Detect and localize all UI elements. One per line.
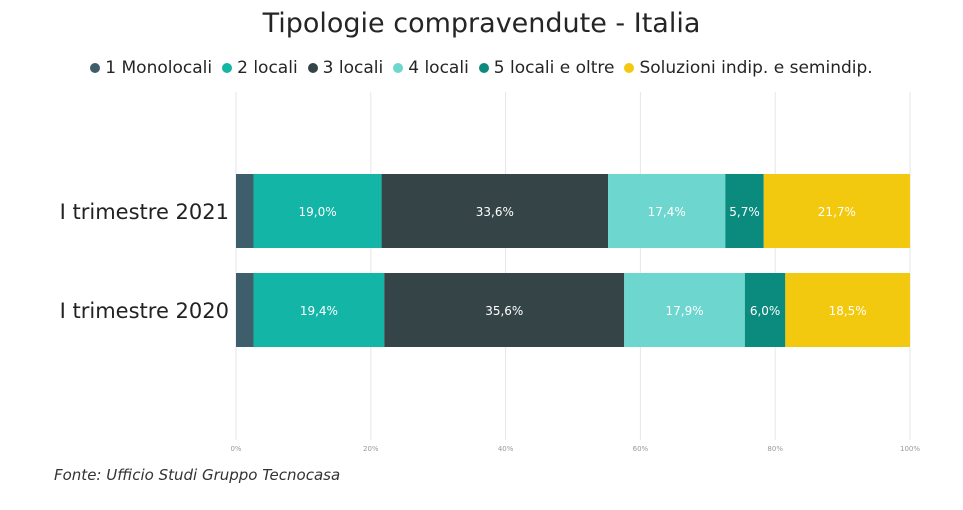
x-tick-label: 80% (767, 445, 783, 453)
legend-swatch-4-locali (393, 63, 404, 73)
category-label: I trimestre 2021 (60, 200, 229, 224)
bar-segment (725, 174, 764, 248)
legend-label-4-locali: 4 locali (408, 58, 469, 78)
legend-swatch-monolocali (90, 63, 101, 73)
bar-segment (253, 273, 385, 347)
data-label: 17,9% (665, 304, 703, 318)
data-label: 18,5% (829, 304, 867, 318)
bar-segment (236, 174, 254, 248)
bar-segment (236, 273, 254, 347)
data-label: 5,7% (729, 205, 760, 219)
legend-label-monolocali: 1 Monolocali (105, 58, 213, 78)
legend-label-2-locali: 2 locali (237, 58, 298, 78)
legend-item-5-locali: 5 locali e oltre (478, 58, 615, 78)
data-label: 33,6% (476, 205, 514, 219)
x-tick-label: 20% (363, 445, 379, 453)
legend-label-5-locali: 5 locali e oltre (493, 58, 615, 78)
legend-swatch-5-locali (478, 63, 489, 73)
data-label: 17,4% (648, 205, 686, 219)
data-label: 19,0% (298, 205, 336, 219)
bar-segment (253, 174, 382, 248)
legend-swatch-indip (624, 63, 635, 73)
bar-segment (744, 273, 786, 347)
legend-item-2-locali: 2 locali (222, 58, 298, 78)
x-tick-label: 60% (633, 445, 649, 453)
bar-segment (608, 174, 726, 248)
legend-item-4-locali: 4 locali (393, 58, 469, 78)
legend-swatch-3-locali (307, 63, 318, 73)
legend-item-indip: Soluzioni indip. e semindip. (624, 58, 873, 78)
category-label: I trimestre 2020 (60, 299, 229, 323)
bar-segment (624, 273, 745, 347)
x-tick-label: 40% (498, 445, 514, 453)
data-label: 35,6% (485, 304, 523, 318)
chart-title: Tipologie compravendute - Italia (262, 8, 701, 39)
data-label: 6,0% (750, 304, 781, 318)
legend-swatch-2-locali (222, 63, 233, 73)
legend-item-monolocali: 1 Monolocali (90, 58, 212, 78)
chart-legend: 1 Monolocali 2 locali 3 locali 4 locali … (0, 58, 963, 78)
legend-label-indip: Soluzioni indip. e semindip. (639, 58, 873, 78)
data-label: 21,7% (818, 205, 856, 219)
source-note: Fonte: Ufficio Studi Gruppo Tecnocasa (54, 466, 341, 484)
x-tick-label: 0% (230, 445, 241, 453)
bar-segment (763, 174, 910, 248)
legend-item-3-locali: 3 locali (307, 58, 384, 78)
legend-label-3-locali: 3 locali (322, 58, 384, 78)
data-label: 19,4% (300, 304, 338, 318)
bar-segment (381, 174, 609, 248)
x-tick-label: 100% (900, 445, 920, 453)
bar-segment (785, 273, 910, 347)
bar-segment (384, 273, 625, 347)
